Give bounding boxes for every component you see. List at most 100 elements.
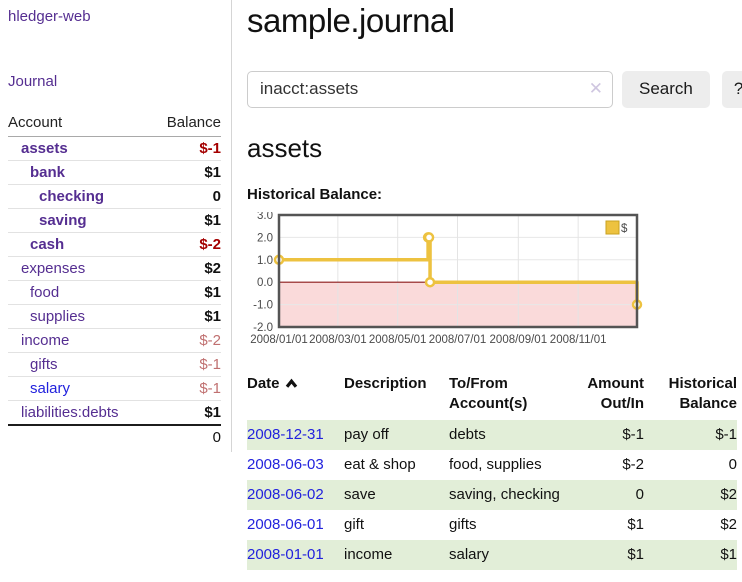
- svg-text:-1.0: -1.0: [253, 300, 273, 312]
- transaction-balance: $2: [644, 510, 737, 540]
- account-balance: $1: [204, 404, 221, 421]
- register-row: 2008-12-31 pay off debts $-1 $-1: [247, 420, 737, 450]
- chart-canvas: -2.0-1.00.01.02.03.02008/01/012008/03/01…: [247, 212, 649, 348]
- transaction-amount: $1: [574, 540, 644, 570]
- svg-text:2008/05/01: 2008/05/01: [369, 334, 427, 346]
- account-balance: $2: [204, 260, 221, 277]
- transaction-date-link[interactable]: 2008-06-03: [247, 456, 324, 473]
- account-row: checking 0: [8, 185, 221, 209]
- account-heading: assets: [247, 133, 742, 164]
- account-row: income $-2: [8, 329, 221, 353]
- app-window: hledger-web Journal Account Balance asse…: [0, 0, 742, 570]
- register-header-description: Description: [344, 372, 449, 421]
- account-link[interactable]: checking: [8, 188, 104, 205]
- svg-text:2008/09/01: 2008/09/01: [490, 334, 548, 346]
- clear-search-icon[interactable]: ✕: [589, 79, 603, 99]
- svg-text:2008/11/01: 2008/11/01: [550, 334, 607, 346]
- register-row: 2008-06-01 gift gifts $1 $2: [247, 510, 737, 540]
- transaction-description: eat & shop: [344, 450, 449, 480]
- register-row: 2008-06-02 save saving, checking 0 $2: [247, 480, 737, 510]
- account-row: food $1: [8, 281, 221, 305]
- account-link[interactable]: expenses: [8, 260, 85, 277]
- transaction-date-link[interactable]: 2008-06-02: [247, 486, 324, 503]
- transaction-date-link[interactable]: 2008-12-31: [247, 426, 324, 443]
- svg-text:1.0: 1.0: [257, 255, 273, 267]
- account-balance: $-2: [199, 332, 221, 349]
- register-header-balance: Historical Balance: [644, 372, 737, 421]
- transaction-balance: $-1: [644, 420, 737, 450]
- help-button[interactable]: ?: [722, 71, 742, 108]
- account-balance: $-1: [199, 140, 221, 157]
- svg-text:3.0: 3.0: [257, 212, 273, 222]
- account-balance: 0: [213, 188, 221, 205]
- accounts-header-balance: Balance: [151, 111, 221, 137]
- sidebar: hledger-web Journal Account Balance asse…: [0, 0, 232, 452]
- account-row: liabilities:debts $1: [8, 401, 221, 426]
- account-link[interactable]: gifts: [8, 356, 58, 373]
- page-title: sample.journal: [247, 2, 742, 40]
- register-header-date[interactable]: Date: [247, 372, 344, 421]
- register-row: 2008-06-03 eat & shop food, supplies $-2…: [247, 450, 737, 480]
- svg-text:0.0: 0.0: [257, 277, 273, 289]
- account-link[interactable]: liabilities:debts: [8, 404, 119, 421]
- transaction-amount: 0: [574, 480, 644, 510]
- svg-text:2.0: 2.0: [257, 232, 273, 244]
- transaction-date-link[interactable]: 2008-06-01: [247, 516, 324, 533]
- main-content: sample.journal ✕ Search ? assets Histori…: [232, 0, 742, 570]
- transaction-accounts: gifts: [449, 510, 574, 540]
- transaction-accounts: food, supplies: [449, 450, 574, 480]
- search-form: ✕ Search ?: [247, 71, 742, 108]
- transaction-accounts: debts: [449, 420, 574, 450]
- transaction-date-link[interactable]: 2008-01-01: [247, 546, 324, 563]
- transaction-accounts: saving, checking: [449, 480, 574, 510]
- account-link[interactable]: supplies: [8, 308, 85, 325]
- transaction-description: gift: [344, 510, 449, 540]
- transaction-description: save: [344, 480, 449, 510]
- account-balance: $-1: [199, 356, 221, 373]
- account-balance: $1: [204, 308, 221, 325]
- register-header-accounts: To/From Account(s): [449, 372, 574, 421]
- transaction-balance: $1: [644, 540, 737, 570]
- account-link[interactable]: assets: [8, 140, 68, 157]
- account-balance: $1: [204, 164, 221, 181]
- search-button[interactable]: Search: [622, 71, 710, 108]
- account-balance: $-1: [199, 380, 221, 397]
- account-balance: $1: [204, 284, 221, 301]
- journal-nav-link[interactable]: Journal: [8, 73, 57, 90]
- transaction-balance: 0: [644, 450, 737, 480]
- transaction-amount: $1: [574, 510, 644, 540]
- account-row: salary $-1: [8, 377, 221, 401]
- search-input[interactable]: [247, 71, 613, 108]
- hledger-web-home-link[interactable]: hledger-web: [8, 8, 91, 25]
- svg-text:2008/07/01: 2008/07/01: [429, 334, 487, 346]
- transaction-amount: $-2: [574, 450, 644, 480]
- svg-text:$: $: [621, 223, 628, 235]
- account-link[interactable]: income: [8, 332, 69, 349]
- transaction-description: pay off: [344, 420, 449, 450]
- svg-text:2008/03/01: 2008/03/01: [309, 334, 367, 346]
- account-row: cash $-2: [8, 233, 221, 257]
- svg-text:2008/01/01: 2008/01/01: [250, 334, 308, 346]
- register-header-amount: Amount Out/In: [574, 372, 644, 421]
- account-link[interactable]: cash: [8, 236, 64, 253]
- account-balance: $1: [204, 212, 221, 229]
- app-brand: hledger-web: [8, 8, 221, 25]
- account-link[interactable]: food: [8, 284, 59, 301]
- sort-ascending-icon: [285, 378, 298, 389]
- account-link[interactable]: bank: [8, 164, 65, 181]
- accounts-table: Account Balance assets $-1 bank $1 check…: [8, 111, 221, 450]
- accounts-total-row: 0: [8, 425, 221, 450]
- account-link[interactable]: saving: [8, 212, 87, 229]
- chart-heading: Historical Balance:: [247, 186, 742, 203]
- account-row: gifts $-1: [8, 353, 221, 377]
- account-row: expenses $2: [8, 257, 221, 281]
- account-link[interactable]: salary: [8, 380, 70, 397]
- account-row: supplies $1: [8, 305, 221, 329]
- transaction-balance: $2: [644, 480, 737, 510]
- transaction-amount: $-1: [574, 420, 644, 450]
- account-balance: $-2: [199, 236, 221, 253]
- account-row: saving $1: [8, 209, 221, 233]
- accounts-header-account: Account: [8, 111, 151, 137]
- register-table: Date Description To/From Account(s) Amou…: [247, 372, 737, 571]
- account-row: assets $-1: [8, 137, 221, 161]
